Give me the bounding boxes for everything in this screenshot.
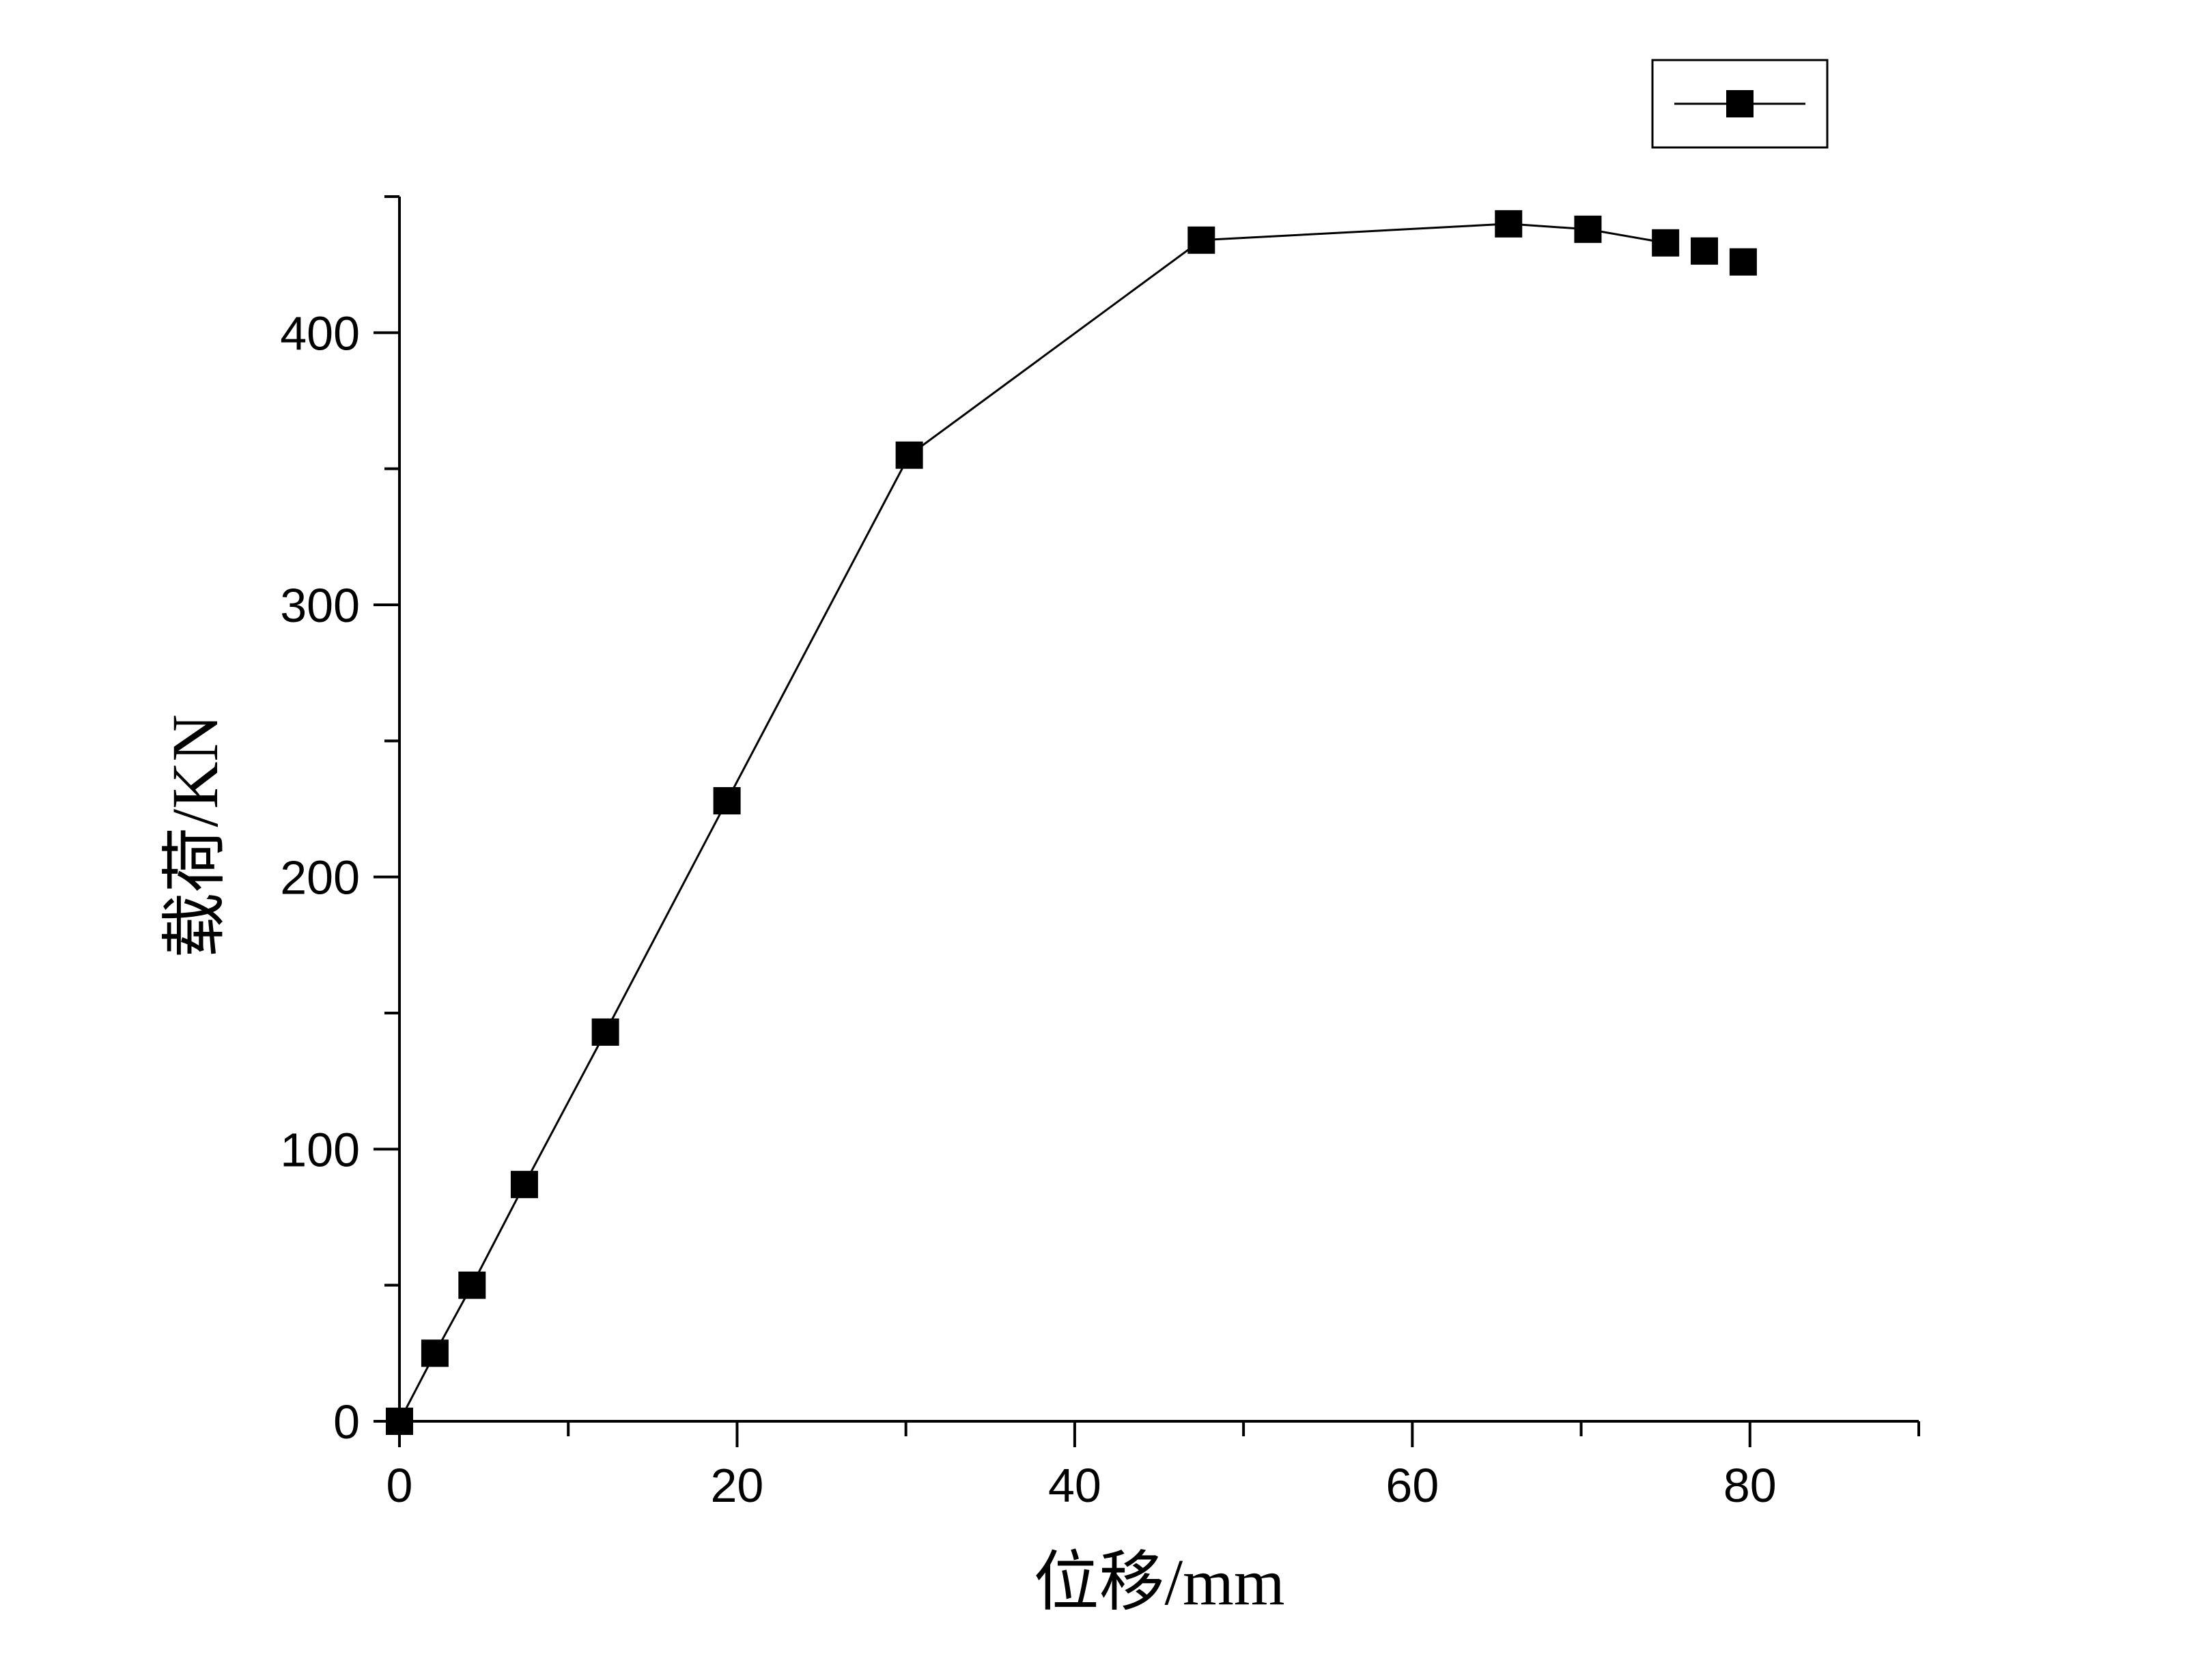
- legend-marker-swatch: [1726, 90, 1754, 117]
- series-line-segment: [908, 239, 1202, 456]
- data-point-marker: [591, 1018, 619, 1046]
- series-group: [386, 210, 1757, 1435]
- data-point-marker: [421, 1339, 449, 1367]
- data-point-marker: [713, 787, 741, 815]
- x-tick-label: 60: [1385, 1459, 1439, 1512]
- y-tick-label: 400: [280, 307, 360, 360]
- y-tick-label: 200: [280, 851, 360, 905]
- data-point-marker: [386, 1408, 413, 1435]
- x-axis-title: 位移/mm: [1033, 1546, 1284, 1619]
- series-line-segment: [523, 1031, 606, 1185]
- x-tick-label: 40: [1048, 1459, 1101, 1512]
- data-point-marker: [1729, 248, 1757, 276]
- data-point-marker: [458, 1271, 486, 1299]
- x-tick-label: 80: [1723, 1459, 1777, 1512]
- axes: 0 20 40 60 80 0 100 200 300 400: [280, 195, 1920, 1512]
- data-point-marker: [1187, 226, 1215, 254]
- series-line-segment: [1201, 223, 1509, 242]
- data-point-marker: [1574, 215, 1602, 243]
- y-tick-label: 300: [280, 579, 360, 632]
- y-axis-title: 载荷/KN: [158, 714, 231, 958]
- legend: [1651, 59, 1829, 149]
- data-point-marker: [1495, 210, 1523, 238]
- series-line-segment: [604, 800, 728, 1033]
- data-point-marker: [510, 1171, 538, 1199]
- y-tick-label: 100: [280, 1123, 360, 1176]
- series-line-segment: [726, 455, 910, 801]
- series-line-segment: [470, 1184, 526, 1286]
- data-point-marker: [1691, 237, 1719, 265]
- data-point-marker: [1652, 229, 1680, 257]
- x-tick-label: 20: [711, 1459, 764, 1512]
- data-point-marker: [895, 441, 923, 469]
- y-tick-label: 0: [333, 1395, 360, 1449]
- x-tick-label: 0: [386, 1459, 413, 1512]
